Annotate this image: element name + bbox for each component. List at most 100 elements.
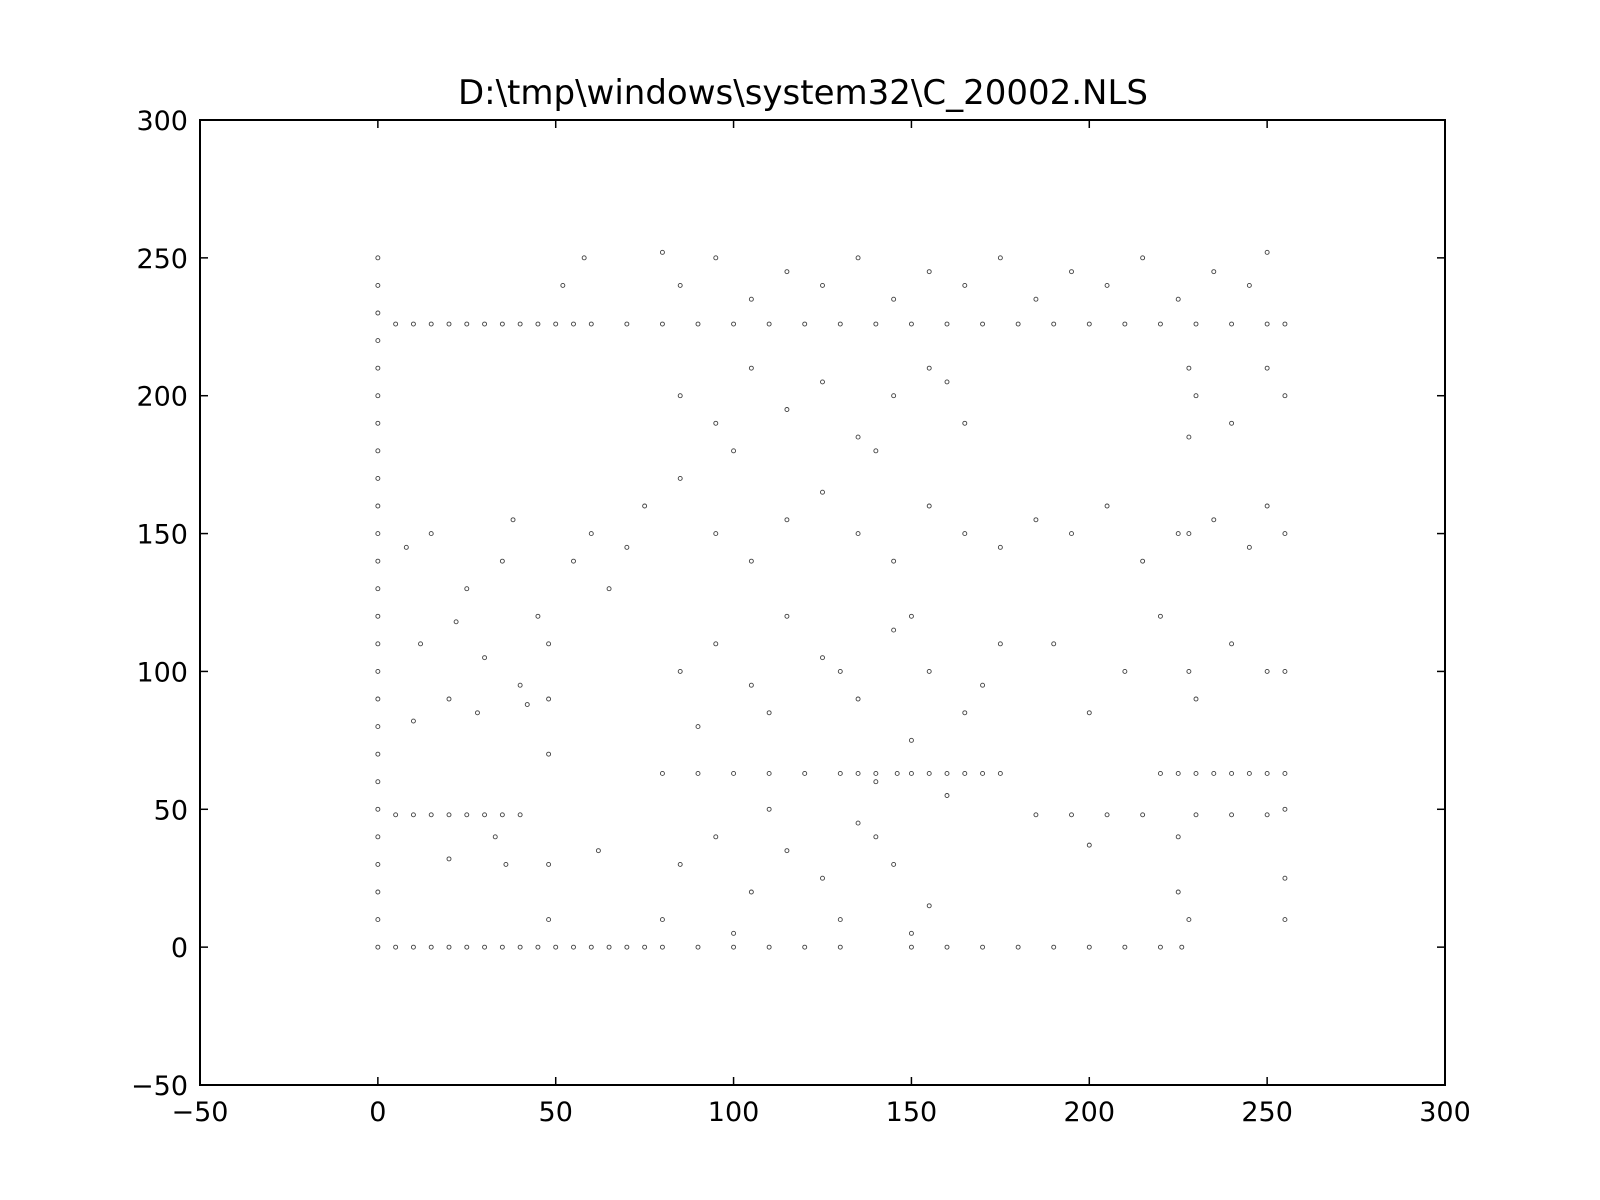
data-point [908,613,914,619]
data-point [731,321,737,327]
data-point [766,321,772,327]
data-point [1175,889,1181,895]
data-point [410,944,416,950]
data-point [403,544,409,550]
data-point [908,737,914,743]
data-point [375,751,381,757]
data-point [713,531,719,537]
data-point [980,770,986,776]
data-point [1193,812,1199,818]
data-point [375,806,381,812]
data-point [1229,641,1235,647]
data-point [492,834,498,840]
data-point [588,531,594,537]
data-point [606,944,612,950]
data-point [546,751,552,757]
data-point [499,558,505,564]
data-point [1157,770,1163,776]
data-point [375,448,381,454]
data-point [1186,668,1192,674]
data-point [375,255,381,261]
data-point [1086,710,1092,716]
data-point [393,944,399,950]
data-point [926,269,932,275]
data-point [375,668,381,674]
y-tick-label: 100 [136,657,188,688]
data-point [1086,321,1092,327]
data-point [980,321,986,327]
data-point [375,613,381,619]
data-point [595,848,601,854]
data-point [784,407,790,412]
data-point [393,321,399,327]
data-point [784,848,790,854]
data-point [713,641,719,647]
data-point [891,296,897,302]
data-point [980,682,986,688]
data-point [535,944,541,950]
data-point [1086,944,1092,950]
data-point [837,917,843,923]
chart-title: D:\tmp\windows\system32\C_20002.NLS [458,73,1148,113]
data-point [624,321,630,327]
data-point [748,365,754,371]
data-point [659,321,665,327]
data-point [766,770,772,776]
data-point [1264,249,1270,255]
data-point [375,834,381,840]
data-point [464,812,470,818]
x-tick-label: 200 [1064,1097,1116,1128]
data-point [546,641,552,647]
data-point [606,586,612,592]
data-point [677,668,683,674]
data-point [624,544,630,550]
data-point [855,770,861,776]
data-point [802,770,808,776]
data-point [428,944,434,950]
data-point [784,517,790,523]
data-point [891,627,897,633]
data-point [748,889,754,895]
data-point [642,503,648,509]
data-point [997,255,1003,261]
data-point [1193,696,1199,702]
data-point [517,944,523,950]
data-point [624,944,630,950]
data-point [588,321,594,327]
data-point [1157,321,1163,327]
data-point [1282,321,1288,327]
data-point [571,321,576,327]
data-point [482,321,488,327]
data-point [713,834,719,840]
data-point [1015,321,1021,327]
data-point [375,944,381,950]
data-point [1033,517,1039,523]
data-point [560,282,566,288]
data-point [375,282,381,288]
y-axis: −50 0 50 100 150 200 250 300 [131,106,1445,1102]
data-point [1211,517,1217,523]
y-tick-label: 50 [154,795,188,826]
data-point [517,321,523,327]
data-point [1069,531,1074,537]
data-point [375,503,381,509]
data-point [908,321,914,327]
data-point [446,812,452,818]
data-point [1104,282,1110,288]
data-point [873,779,879,785]
data-point [510,517,516,523]
data-point [677,393,683,399]
data-point [546,696,552,702]
data-point [891,861,897,867]
data-point [820,875,825,881]
data-point [1069,269,1074,275]
data-point [891,558,897,564]
data-point [766,806,772,812]
data-point [453,619,459,625]
data-point [926,365,932,371]
data-point [410,321,416,327]
data-point [375,420,381,426]
data-point [1229,812,1235,818]
data-point [962,420,968,426]
data-point [695,724,701,730]
